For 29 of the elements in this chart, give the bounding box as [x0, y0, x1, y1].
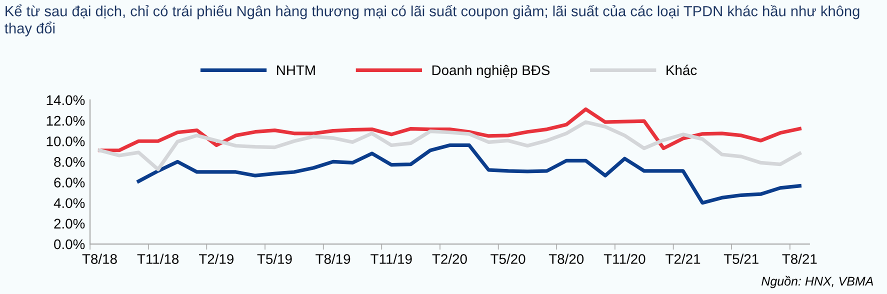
y-tick-label: 10.0%	[46, 136, 85, 146]
y-tick-label: 4.0%	[54, 198, 85, 208]
line-series	[98, 120, 802, 172]
x-tick-label: T5/21	[724, 254, 758, 264]
x-tick-label: T2/21	[666, 254, 700, 264]
x-tick-label: T2/20	[432, 254, 467, 264]
y-tick-label: 8.0%	[54, 157, 85, 167]
x-tick-label: T2/19	[198, 254, 234, 264]
x-tick-label: T8/19	[316, 254, 350, 264]
y-tick-label: 2.0%	[54, 218, 85, 229]
line-series	[98, 107, 802, 152]
y-tick-label: 6.0%	[54, 178, 85, 188]
x-tick-label: T8/20	[548, 254, 584, 264]
x-tick-label: T8/21	[782, 254, 817, 264]
x-tick-label: T5/19	[257, 254, 292, 264]
text: Nguồn: HNX, VBMA	[762, 276, 874, 288]
y-tick-label: 0.0%	[54, 239, 85, 250]
x-tick-label: T8/18	[82, 254, 117, 264]
x-tick-label: T11/18	[137, 254, 179, 264]
x-tick-label: T11/19	[370, 254, 412, 264]
legend-label: NHTM	[277, 65, 315, 76]
x-tick-label: T5/20	[490, 254, 526, 264]
x-tick-label: T11/20	[604, 254, 646, 264]
legend-label: Khác	[666, 64, 697, 76]
legend-label: Doanh nghiệp BĐS	[432, 64, 550, 78]
y-tick-label: 12.0%	[46, 116, 85, 126]
line-series	[136, 143, 802, 205]
y-tick-label: 14.0%	[46, 95, 85, 106]
chart-title: Kể từ sau đại dịch, chỉ có trái phiếu Ngân hàng thương mại có lãi suất coupon giảm; lãi suất của các loại TPDN khác hầu như không thay đổi	[4, 4, 860, 36]
